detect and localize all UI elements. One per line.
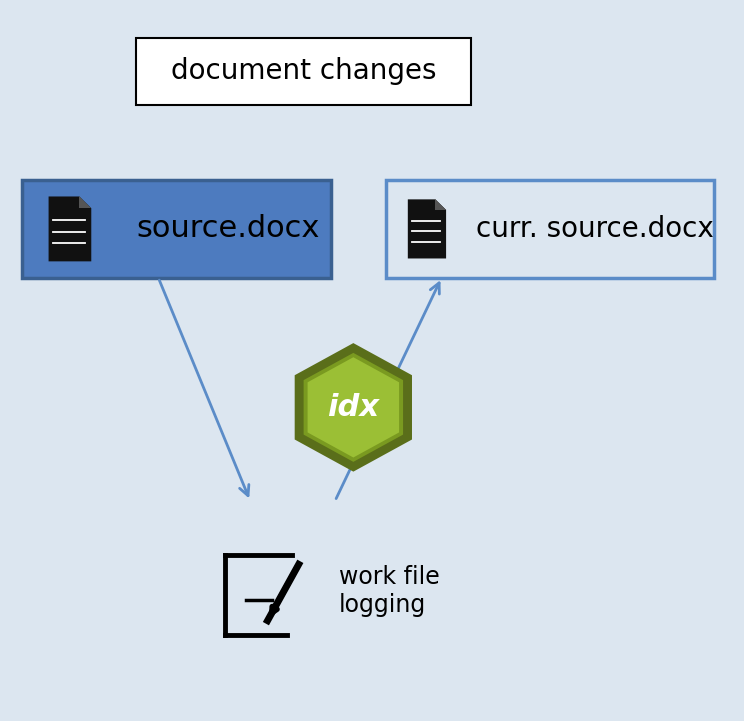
Polygon shape [435,199,446,210]
Polygon shape [408,199,446,259]
FancyBboxPatch shape [386,180,714,278]
Polygon shape [295,343,412,472]
Text: work file
logging: work file logging [339,565,440,617]
Text: curr. source.docx: curr. source.docx [475,215,713,243]
Text: idx: idx [327,393,379,422]
FancyBboxPatch shape [136,38,471,105]
Text: source.docx: source.docx [136,214,320,244]
Polygon shape [304,353,403,462]
Text: document changes: document changes [171,58,437,85]
Polygon shape [312,363,394,452]
Polygon shape [80,196,92,208]
Polygon shape [307,357,399,458]
Polygon shape [48,196,92,262]
FancyBboxPatch shape [22,180,331,278]
